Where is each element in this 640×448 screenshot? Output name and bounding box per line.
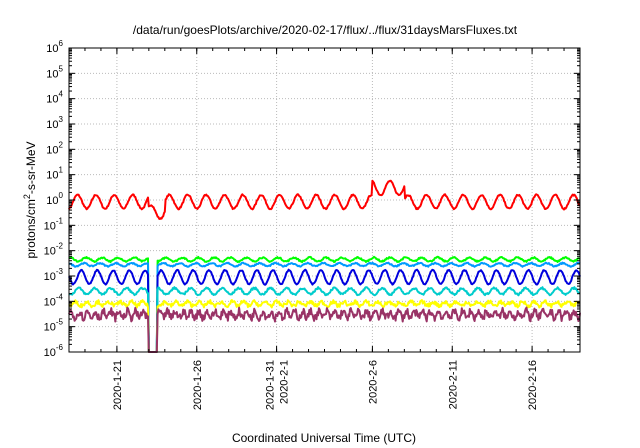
y-tick-label: 106 <box>46 39 63 55</box>
y-tick-label: 10-2 <box>44 242 64 258</box>
chart-title: /data/run/goesPlots/archive/2020-02-17/f… <box>133 23 518 37</box>
x-tick-label: 2020-2-6 <box>367 360 379 404</box>
x-tick-label: 2020-2-16 <box>527 360 539 410</box>
x-tick-label: 2020-1-26 <box>192 360 204 410</box>
grid <box>69 48 580 352</box>
y-tick-label: 10-6 <box>44 343 64 359</box>
x-tick-label: 2020-1-31 <box>265 360 277 410</box>
y-tick-label: 10-1 <box>44 216 64 232</box>
y-tick-label: 10-5 <box>44 318 64 334</box>
y-axis: 106 105 104 103 102 101 100 10-1 10-2 10-3 10-4 10-… <box>44 39 580 359</box>
y-tick-label: 105 <box>46 64 63 80</box>
y-tick-label: 104 <box>46 90 63 106</box>
y-tick-label: 100 <box>46 191 63 207</box>
x-tick-label: 2020-1-21 <box>112 360 124 410</box>
y-tick-label: 10-4 <box>44 292 64 308</box>
series-line-1 <box>68 179 581 220</box>
y-tick-label: 10-3 <box>44 267 64 283</box>
y-tick-label: 101 <box>46 166 63 182</box>
x-tick-label: 2020-2-1 <box>279 360 291 404</box>
y-tick-label: 102 <box>46 140 63 156</box>
x-axis-label: Coordinated Universal Time (UTC) <box>232 431 416 445</box>
series-line-7 <box>68 306 581 353</box>
series-line-5 <box>68 286 581 353</box>
y-tick-label: 103 <box>46 115 63 131</box>
x-tick-label: 2020-2-11 <box>447 360 459 409</box>
x-axis: 2020-1-21 2020-1-26 2020-1-31 2020-2-1 2020-… <box>68 48 581 410</box>
y-axis-label: protons/cm2-s-sr-MeV <box>22 141 38 258</box>
